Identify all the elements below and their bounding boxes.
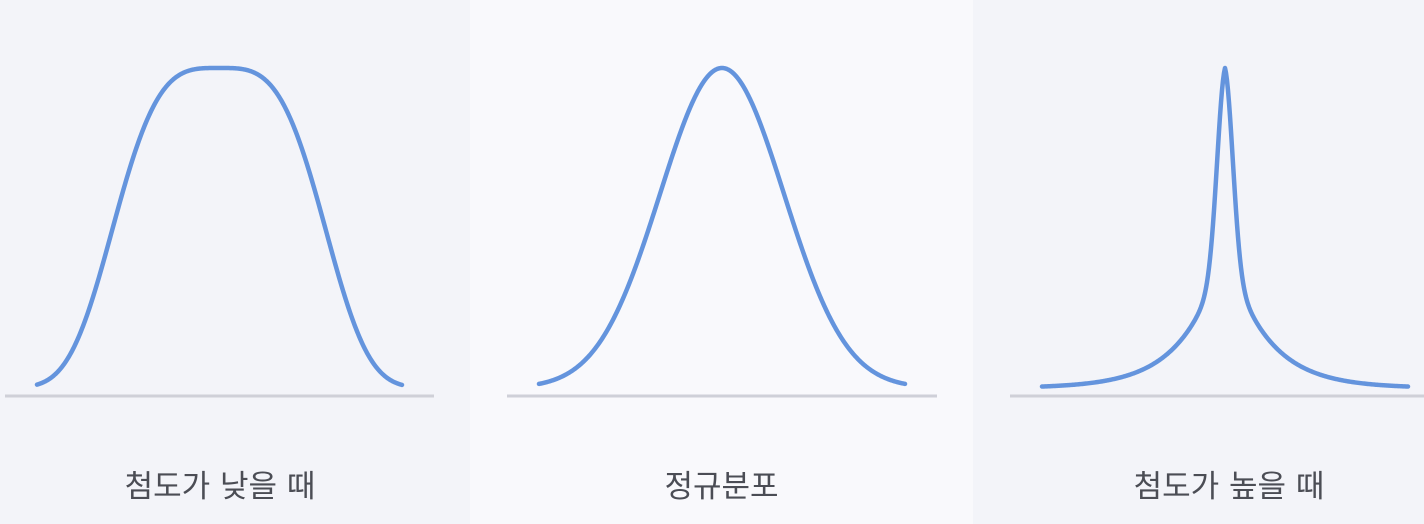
panel-high-kurtosis <box>973 0 1424 524</box>
panel-normal <box>470 0 973 524</box>
label-normal: 정규분포 <box>664 469 779 505</box>
label-low-kurtosis: 첨도가 낮을 때 <box>124 469 316 505</box>
curve-low-kurtosis <box>34 65 405 388</box>
panel-low-kurtosis <box>0 0 470 524</box>
curve-high-kurtosis <box>1039 65 1411 389</box>
curve-normal <box>536 65 908 387</box>
label-high-kurtosis: 첨도가 높을 때 <box>1133 469 1325 505</box>
